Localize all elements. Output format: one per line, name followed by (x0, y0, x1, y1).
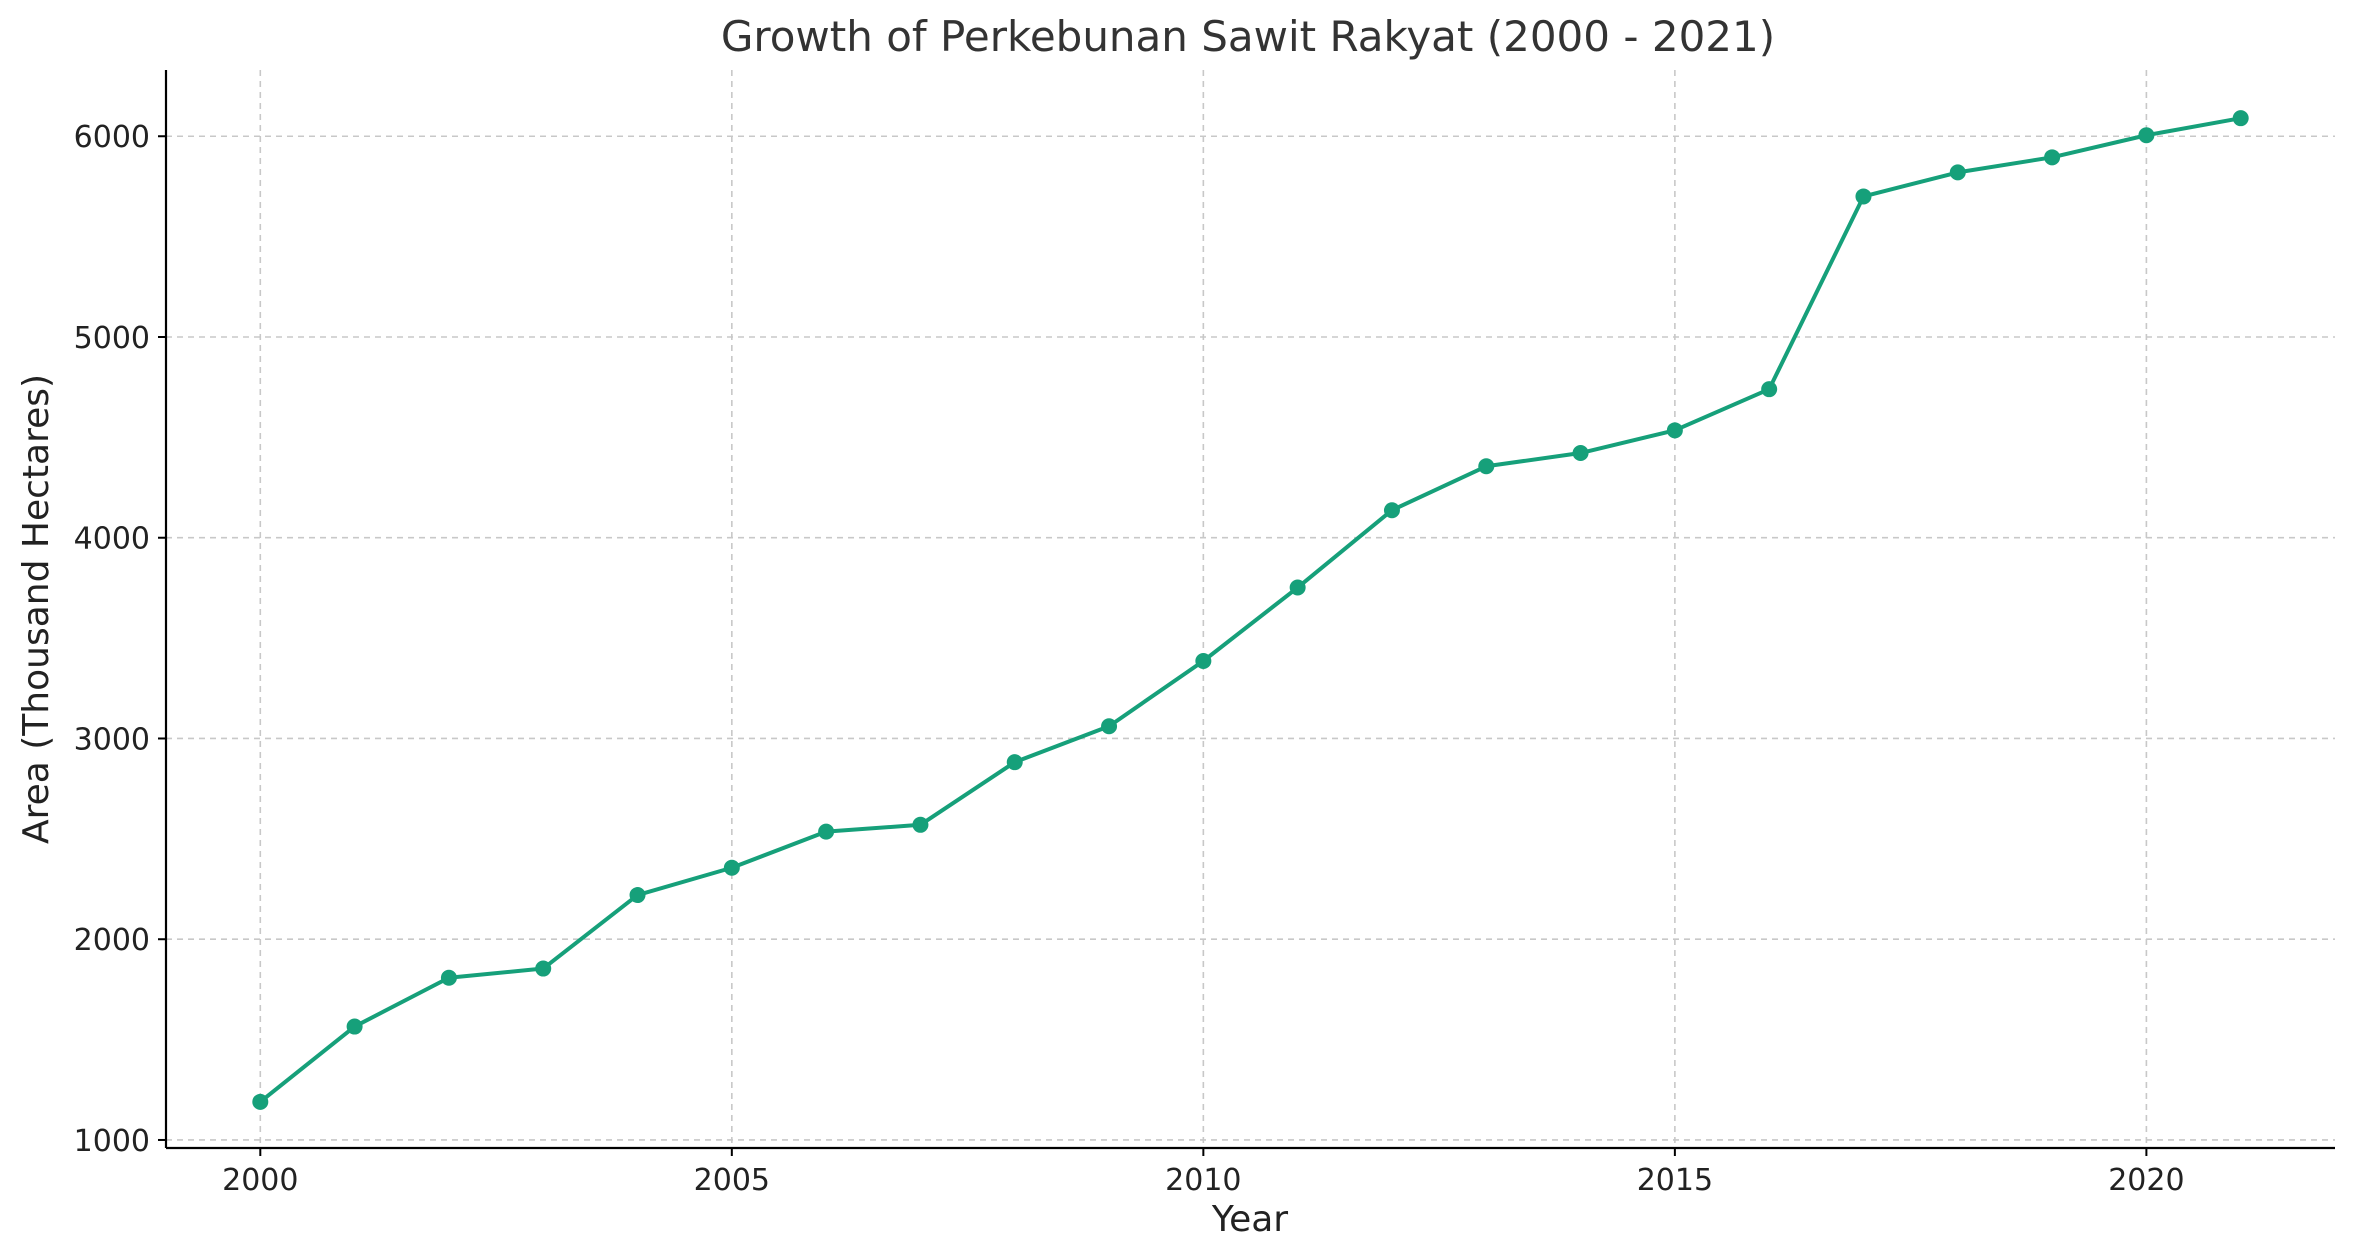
data-point (629, 887, 646, 904)
data-point (1761, 381, 1778, 398)
y-tick-label: 1000 (74, 1124, 150, 1159)
data-point (252, 1093, 269, 1110)
axis-ticks: 2000 2005 2010 2015 2020 1000 2000 3000 4000 5000… (74, 120, 2185, 1198)
data-point (1572, 445, 1589, 462)
data-point (1478, 458, 1495, 475)
data-point (535, 960, 552, 977)
x-tick-label: 2005 (694, 1163, 770, 1198)
data-point (1289, 579, 1306, 596)
axes (164, 70, 2335, 1150)
y-tick-label: 2000 (74, 923, 150, 958)
data-point (2044, 149, 2061, 166)
x-tick-label: 2010 (1165, 1163, 1241, 1198)
data-point (440, 969, 457, 986)
y-tick-label: 5000 (74, 321, 150, 356)
data-series (252, 110, 2249, 1110)
series-line (258, 116, 2243, 1104)
x-tick-label: 2000 (222, 1163, 298, 1198)
data-point (2232, 110, 2249, 127)
data-point (912, 816, 929, 833)
data-point (818, 823, 835, 840)
data-point (1949, 164, 1966, 181)
data-point (1855, 188, 1872, 205)
data-point (1195, 652, 1212, 669)
y-tick-label: 6000 (74, 120, 150, 155)
chart-title: Growth of Perkebunan Sawit Rakyat (2000 … (721, 12, 1775, 61)
x-axis-label: Year (1211, 1199, 1288, 1240)
data-point (1383, 502, 1400, 519)
data-point (723, 859, 740, 876)
y-tick-label: 4000 (74, 522, 150, 557)
grid-lines (166, 70, 2335, 1148)
x-tick-label: 2020 (2108, 1163, 2184, 1198)
x-tick-label: 2015 (1637, 1163, 1713, 1198)
data-point (2138, 127, 2155, 144)
y-tick-label: 3000 (74, 722, 150, 757)
data-point (346, 1018, 363, 1035)
data-point (1101, 718, 1118, 735)
y-axis-label: Area (Thousand Hectares) (16, 374, 57, 844)
data-point (1666, 422, 1683, 439)
data-point (1006, 754, 1023, 771)
